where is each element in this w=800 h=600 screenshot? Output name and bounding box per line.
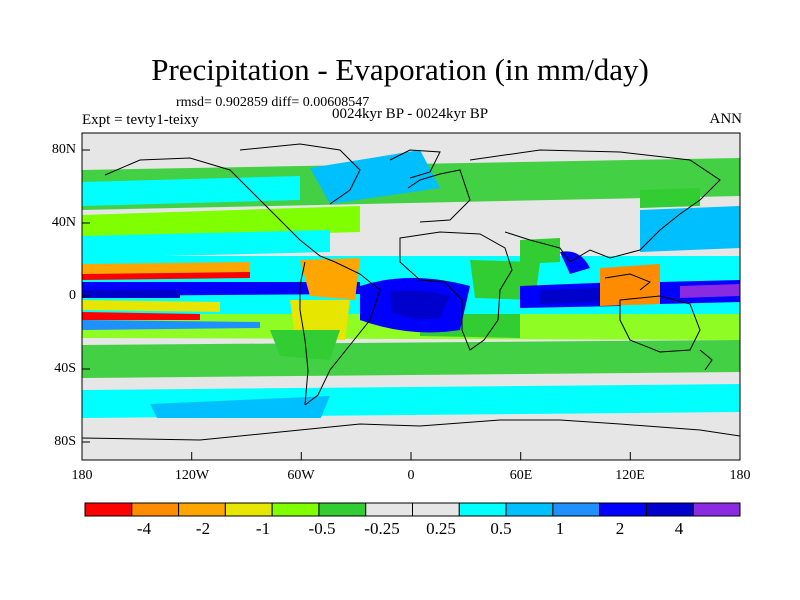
season-label: ANN [709,111,743,127]
period-label: 0024kyr BP - 0024kyr BP [331,106,489,122]
colorbar-label: -4 [136,519,152,538]
asia [469,149,721,263]
new-zealand [699,349,713,371]
pacific-dry-south [82,300,220,312]
lon-label-180e: 180 [729,468,751,483]
colorbar-swatch [552,502,601,517]
north-america-north [239,143,361,205]
colorbar-swatch [131,502,180,517]
amazon-dry [300,258,360,300]
colorbar-swatch [458,502,507,517]
kuroshio-wet [640,206,740,252]
indonesia [604,273,651,291]
colorbar-label: -0.5 [308,519,336,538]
atlantic-wet-core [390,290,450,320]
experiment-label: Expt = tevty1-teixy [82,112,199,128]
colorbar-label: 0.5 [490,519,512,538]
bay-of-bengal-wet [560,251,590,274]
colorbar-swatch [599,502,647,517]
north-america-coast [104,157,336,263]
east-asia-band [640,188,700,208]
lon-label-0: 0 [407,468,415,483]
coastlines [82,143,740,441]
colorbar-label: -0.25 [364,519,400,538]
colorbar-label: -1 [255,519,271,538]
colorbar-label: -2 [195,519,211,538]
maritime-continent-dry [600,264,660,306]
colorbar-swatch [645,502,694,517]
lat-label-40s: 40S [54,361,76,376]
colorbar-swatch [271,502,320,517]
lat-label-80s: 80S [54,434,76,449]
colorbar-label: 1 [555,519,565,538]
north-africa-band [520,238,560,264]
greenland [389,149,441,179]
colorbar-swatch [318,502,367,517]
lon-label-60w: 60W [287,468,315,483]
lon-label-120w: 120W [174,468,210,483]
north-pacific-band [82,230,330,258]
map-field [82,133,740,460]
southern-ocean-wet-2 [150,396,330,424]
south-america-west [299,261,309,406]
pacific-core-dry-south [82,312,200,320]
europe [407,169,471,223]
antarctica-coast [82,419,740,441]
colorbar-label: 0.25 [426,519,456,538]
colorbar-label: 2 [615,519,625,538]
south-america-east [304,261,381,406]
west-pacific-core [680,284,740,298]
colorbar [84,502,741,517]
lon-label-180w: 180 [71,468,93,483]
colorbar-swatch [224,502,273,517]
pacific-core-dry-north [82,272,250,280]
lat-label-40n: 40N [51,215,76,230]
colorbar-label: 4 [674,519,684,538]
colorbar-swatch [412,502,460,517]
south-storm-track [82,340,740,378]
lon-label-120e: 120E [615,468,645,483]
axis-ticks [82,149,631,460]
colorbar-swatch [84,502,133,517]
colorbar-swatch [692,502,741,517]
lon-label-60e: 60E [509,468,533,483]
indian-ocean-core [540,288,600,304]
colorbar-swatch [178,502,226,517]
south-pacific-wet [82,320,260,330]
pacific-dry-north [82,262,250,274]
australia [619,295,701,353]
arctic-zone [82,133,740,149]
itcz-pacific-core [82,290,180,298]
map-title: Precipitation - Evaporation (in mm/day) [151,52,649,87]
colorbar-swatch [365,502,414,517]
north-pacific-wet [82,176,300,206]
colorbar-swatch [505,502,554,517]
lat-label-0: 0 [69,288,76,303]
north-atlantic-wet [310,150,440,204]
africa [399,231,513,351]
stats-text: rmsd= 0.902859 diff= 0.00608547 [176,95,370,110]
lat-label-80n: 80N [51,142,76,157]
